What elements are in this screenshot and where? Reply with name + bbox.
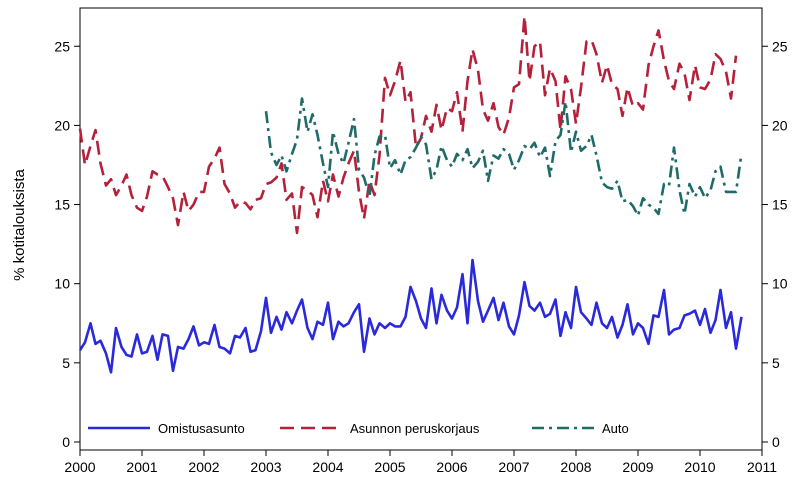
- x-tick-label: 2000: [64, 459, 95, 475]
- x-tick-label: 2007: [498, 459, 529, 475]
- x-tick-label: 2005: [374, 459, 405, 475]
- x-tick-label: 2011: [747, 459, 777, 475]
- y-tick-label-left: 5: [62, 355, 70, 371]
- x-tick-label: 2001: [126, 459, 157, 475]
- x-tick-label: 2006: [436, 459, 467, 475]
- y-tick-label-left: 20: [54, 117, 70, 133]
- y-tick-label-right: 25: [772, 38, 788, 54]
- legend-label-0: Omistusasunto: [158, 421, 245, 436]
- x-tick-label: 2008: [560, 459, 591, 475]
- y-tick-label-left: 0: [62, 434, 70, 450]
- legend-label-1: Asunnon peruskorjaus: [350, 421, 480, 436]
- series-line-0: [78, 258, 743, 374]
- x-tick-label: 2003: [250, 459, 281, 475]
- x-tick-label: 2002: [188, 459, 219, 475]
- y-tick-label-right: 0: [772, 434, 780, 450]
- x-tick-label: 2010: [684, 459, 715, 475]
- y-tick-label-left: 25: [54, 38, 70, 54]
- series-line-2: [264, 97, 743, 217]
- x-tick-label: 2009: [622, 459, 653, 475]
- y-tick-label-right: 20: [772, 117, 788, 133]
- y-tick-label-left: 15: [54, 197, 70, 213]
- y-tick-label-left: 10: [54, 276, 70, 292]
- x-tick-label: 2004: [312, 459, 343, 475]
- y-tick-label-right: 15: [772, 197, 788, 213]
- legend-label-2: Auto: [602, 421, 629, 436]
- y-tick-label-right: 5: [772, 355, 780, 371]
- series-line-1: [78, 14, 738, 235]
- y-axis-label: % kotitalouksista: [11, 168, 28, 280]
- plot-frame: [79, 7, 763, 451]
- y-tick-label-right: 10: [772, 276, 788, 292]
